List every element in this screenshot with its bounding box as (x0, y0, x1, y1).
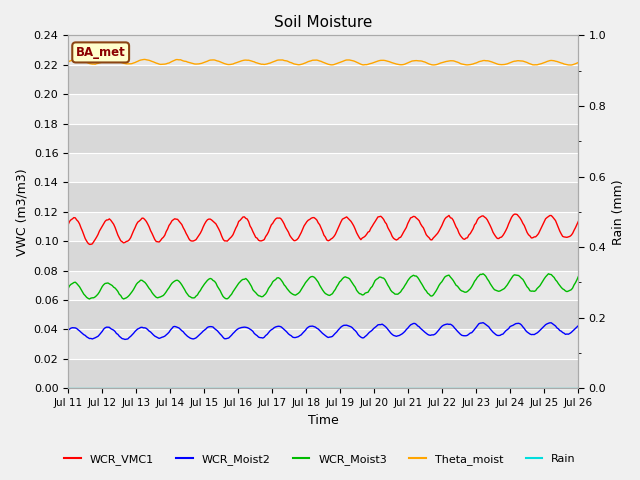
WCR_VMC1 (128, 231, 136, 237)
Theta_moist (235, 59, 243, 65)
WCR_VMC1 (289, 237, 296, 242)
Bar (68, 241, 579, 271)
Line: WCR_Moist2: WCR_Moist2 (68, 323, 579, 339)
Theta_moist (289, 60, 296, 66)
WCR_Moist2 (575, 323, 582, 329)
WCR_VMC1 (512, 211, 520, 217)
Line: Theta_moist: Theta_moist (68, 60, 579, 65)
WCR_Moist3 (218, 291, 225, 297)
Bar (68, 271, 579, 300)
Rain (575, 385, 582, 391)
Rain (234, 385, 241, 391)
Theta_moist (64, 59, 72, 65)
Bar (68, 212, 579, 241)
WCR_VMC1 (64, 222, 72, 228)
Y-axis label: Rain (mm): Rain (mm) (612, 179, 625, 245)
Title: Soil Moisture: Soil Moisture (274, 15, 372, 30)
Rain (127, 385, 134, 391)
WCR_VMC1 (86, 241, 93, 247)
WCR_VMC1 (235, 218, 243, 224)
Theta_moist (243, 57, 251, 63)
WCR_Moist2 (243, 325, 251, 331)
WCR_Moist3 (289, 291, 296, 297)
WCR_Moist2 (289, 334, 296, 340)
Bar (68, 123, 579, 153)
WCR_Moist2 (128, 332, 136, 338)
Rain (546, 385, 554, 391)
Rain (64, 385, 72, 391)
WCR_Moist3 (86, 296, 93, 302)
Bar (68, 65, 579, 94)
Bar (68, 359, 579, 388)
Bar (68, 300, 579, 329)
WCR_Moist3 (64, 286, 72, 291)
Theta_moist (128, 60, 136, 66)
Line: WCR_VMC1: WCR_VMC1 (68, 214, 579, 244)
WCR_Moist3 (549, 273, 557, 279)
Theta_moist (72, 57, 79, 62)
WCR_VMC1 (218, 233, 225, 239)
WCR_Moist3 (128, 289, 136, 295)
WCR_Moist3 (243, 277, 251, 283)
WCR_Moist2 (121, 336, 129, 342)
WCR_VMC1 (575, 218, 582, 224)
Theta_moist (218, 60, 225, 65)
Theta_moist (567, 62, 575, 68)
WCR_Moist3 (575, 274, 582, 279)
Rain (242, 385, 250, 391)
Bar (68, 182, 579, 212)
WCR_Moist2 (549, 321, 557, 327)
Bar (68, 36, 579, 65)
Theta_moist (575, 60, 582, 65)
WCR_Moist2 (218, 333, 225, 338)
WCR_VMC1 (243, 216, 251, 222)
Line: WCR_Moist3: WCR_Moist3 (68, 274, 579, 299)
Bar (68, 329, 579, 359)
Bar (68, 94, 579, 123)
Text: BA_met: BA_met (76, 46, 125, 59)
WCR_Moist2 (64, 327, 72, 333)
WCR_Moist2 (479, 320, 487, 325)
WCR_VMC1 (549, 214, 557, 220)
X-axis label: Time: Time (308, 414, 339, 427)
Rain (216, 385, 224, 391)
WCR_Moist2 (235, 325, 243, 331)
Y-axis label: VWC (m3/m3): VWC (m3/m3) (15, 168, 28, 256)
WCR_Moist3 (479, 271, 487, 276)
Theta_moist (547, 58, 555, 63)
WCR_Moist3 (235, 280, 243, 286)
Legend: WCR_VMC1, WCR_Moist2, WCR_Moist3, Theta_moist, Rain: WCR_VMC1, WCR_Moist2, WCR_Moist3, Theta_… (60, 450, 580, 469)
Rain (287, 385, 295, 391)
Bar (68, 153, 579, 182)
